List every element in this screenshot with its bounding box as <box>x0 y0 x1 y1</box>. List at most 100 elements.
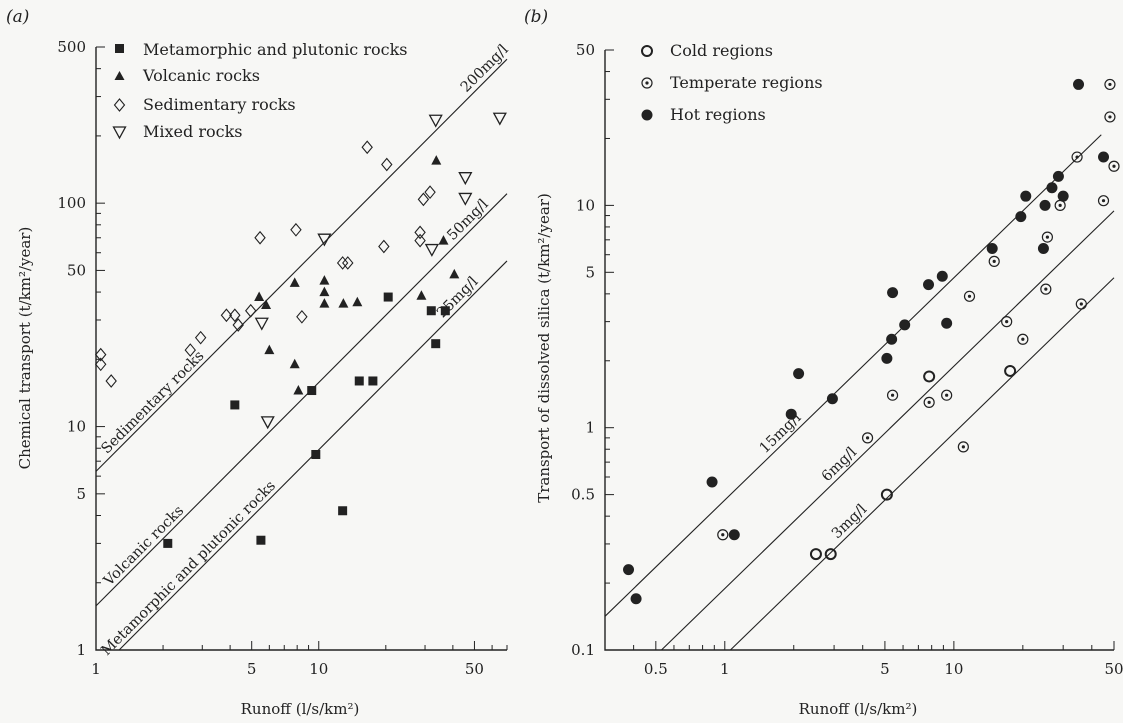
point-temperate-dot <box>1101 199 1106 203</box>
reference-line <box>95 193 508 607</box>
point-volcanic <box>289 358 300 369</box>
point-volcanic <box>319 275 330 285</box>
point-metamorphic <box>163 538 173 548</box>
point-volcanic <box>338 298 349 308</box>
point-volcanic <box>261 299 272 310</box>
point-sedimentary <box>220 308 233 323</box>
point-temperate-dot <box>927 400 931 404</box>
point-temperate-dot <box>721 533 725 537</box>
point-hot <box>1020 190 1032 202</box>
point-mixed <box>317 233 332 247</box>
point-hot <box>1052 170 1064 182</box>
point-metamorphic <box>338 506 348 516</box>
point-temperate-dot <box>992 259 996 263</box>
point-temperate <box>1071 151 1083 163</box>
legend-label-sedimentary: Sedimentary rocks <box>143 95 296 114</box>
legend-marker-temperate-dot <box>645 81 649 85</box>
point-temperate <box>1108 160 1120 172</box>
point-sedimentary <box>296 309 308 324</box>
point-temperate <box>1075 298 1087 310</box>
point-sedimentary <box>336 256 349 270</box>
legend-marker-volcanic <box>114 71 125 80</box>
y-tick-label: 5 <box>76 485 86 503</box>
point-volcanic <box>438 235 449 245</box>
point-hot <box>899 319 911 331</box>
point-sedimentary <box>417 192 430 207</box>
point-temperate-dot <box>1005 320 1009 324</box>
point-temperate <box>988 255 1000 267</box>
point-hot <box>1073 78 1085 90</box>
point-metamorphic <box>354 376 364 386</box>
point-volcanic <box>352 296 363 307</box>
point-temperate-dot <box>1108 115 1112 119</box>
point-temperate <box>1017 333 1029 345</box>
point-volcanic <box>289 277 300 287</box>
point-temperate-dot <box>1112 164 1116 168</box>
point-hot <box>923 279 935 291</box>
point-hot <box>826 393 838 405</box>
point-sedimentary <box>232 318 244 332</box>
point-hot <box>881 352 893 364</box>
point-metamorphic <box>230 400 240 410</box>
point-sedimentary <box>184 343 196 357</box>
y-tick-label: 1 <box>585 419 595 437</box>
point-temperate-dot <box>1058 203 1062 207</box>
y-tick-label: 0.5 <box>571 486 595 504</box>
point-cold <box>1004 364 1017 377</box>
point-temperate <box>963 290 976 302</box>
point-temperate <box>717 529 729 541</box>
point-temperate <box>957 441 969 453</box>
y-tick-label: 50 <box>67 261 86 279</box>
point-temperate-dot <box>1075 155 1079 159</box>
point-mixed <box>458 192 473 206</box>
point-metamorphic <box>383 292 393 302</box>
point-sedimentary <box>95 357 107 372</box>
point-hot <box>785 408 797 420</box>
point-cold <box>809 548 822 561</box>
x-tick-label: 50 <box>1104 660 1123 678</box>
point-temperate <box>1041 231 1053 243</box>
y-tick-label: 0.1 <box>571 641 595 659</box>
panel-b-label: (b) <box>524 7 548 27</box>
panel-a-label: (a) <box>6 7 29 27</box>
point-temperate-dot <box>1108 82 1112 87</box>
legend-label-hot: Hot regions <box>670 105 766 124</box>
point-temperate-dot <box>890 393 895 397</box>
point-hot <box>1015 211 1027 223</box>
point-mixed <box>458 172 473 186</box>
point-metamorphic <box>440 306 450 316</box>
point-volcanic <box>293 385 304 395</box>
point-hot <box>1057 190 1069 202</box>
point-temperate <box>1040 283 1052 295</box>
point-cold <box>880 488 893 501</box>
legend-label-cold: Cold regions <box>670 41 773 60</box>
point-temperate-dot <box>1079 302 1083 306</box>
point-hot <box>630 593 642 605</box>
legend-marker-cold <box>641 45 653 57</box>
panel-a-legend: Metamorphic and plutonic rocks Volcanic … <box>112 40 408 141</box>
point-hot <box>936 270 948 282</box>
x-tick-label: 10 <box>309 660 328 678</box>
point-temperate <box>1104 111 1116 123</box>
point-volcanic <box>416 290 427 300</box>
point-temperate <box>1001 316 1013 328</box>
point-hot <box>986 242 998 254</box>
panel-b-points <box>623 78 1120 605</box>
point-sedimentary <box>95 347 107 362</box>
point-mixed <box>260 416 275 430</box>
point-metamorphic <box>311 449 321 459</box>
y-tick-label: 5 <box>585 263 595 281</box>
point-hot <box>1037 242 1049 254</box>
point-metamorphic <box>431 339 441 349</box>
y-tick-label: 1 <box>76 641 86 659</box>
point-temperate-dot <box>967 294 972 298</box>
point-mixed <box>492 112 507 126</box>
reference-line <box>730 277 1115 651</box>
point-sedimentary <box>424 185 436 200</box>
point-temperate-dot <box>1045 235 1049 239</box>
point-mixed <box>428 114 443 128</box>
panel-a-y-axis-label: Chemical transport (t/km²/year) <box>16 227 34 470</box>
point-volcanic <box>264 344 275 355</box>
point-hot <box>706 476 718 488</box>
point-metamorphic <box>307 386 317 396</box>
